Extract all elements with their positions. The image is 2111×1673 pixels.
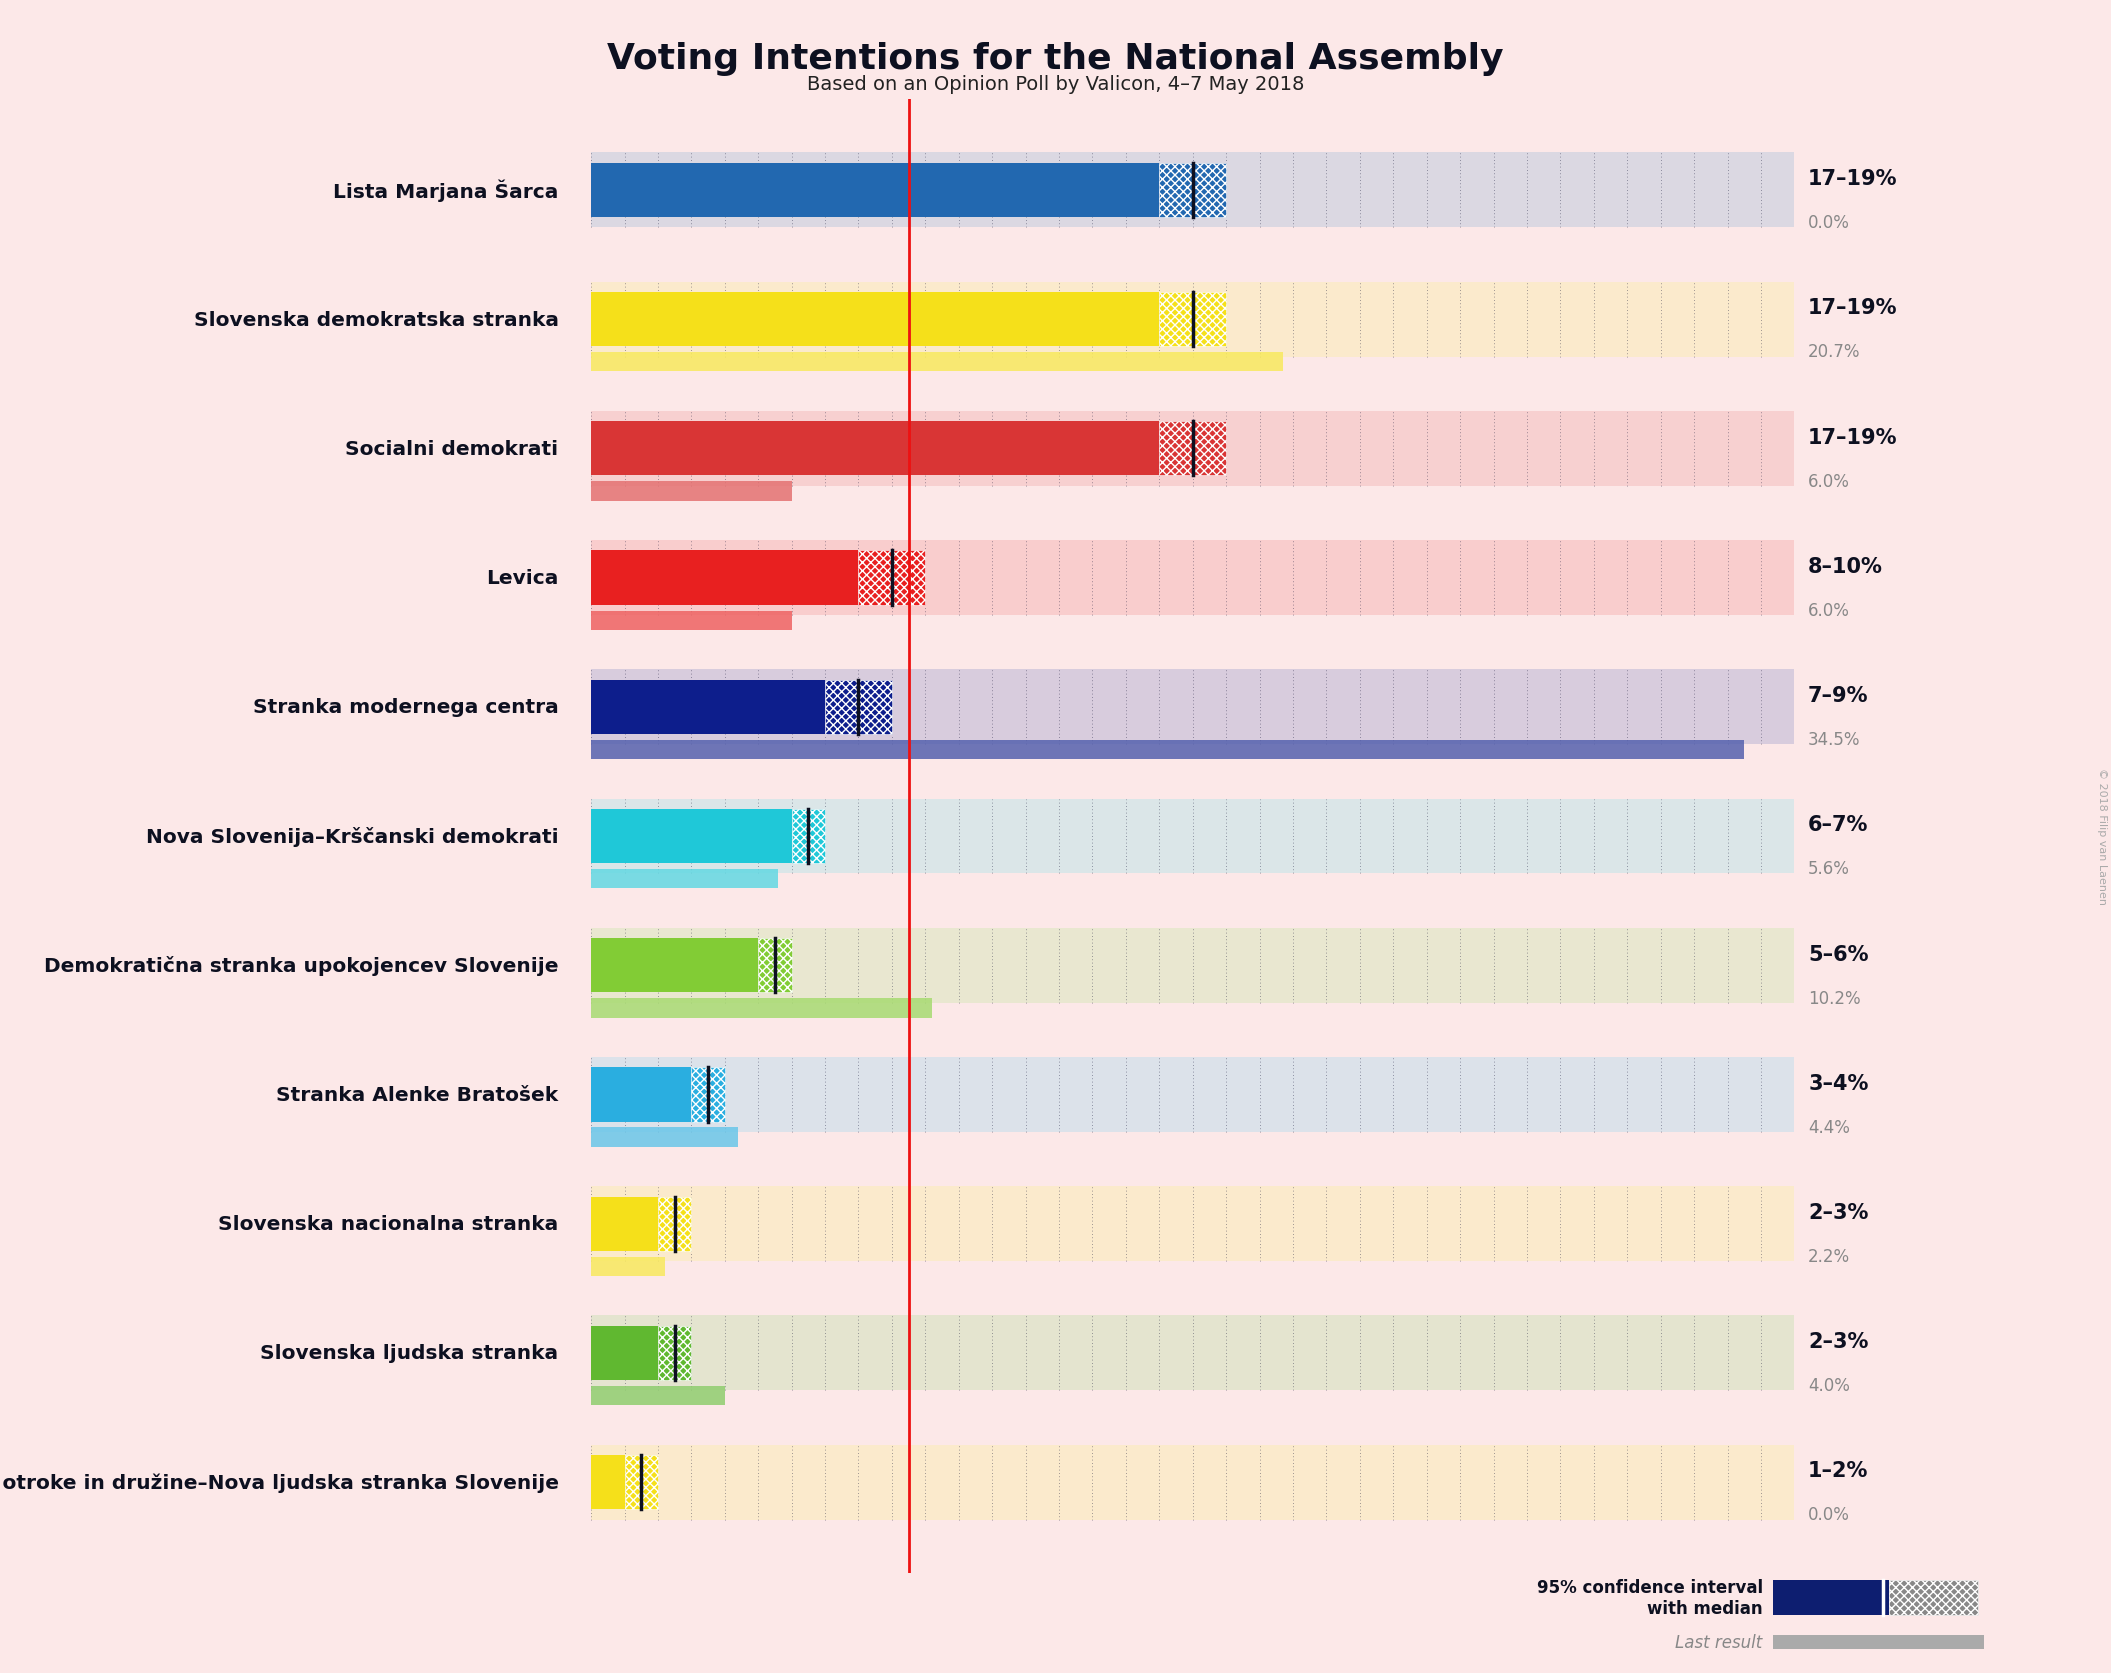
Text: Stranka modernega centra: Stranka modernega centra bbox=[253, 698, 559, 716]
Text: 6.0%: 6.0% bbox=[1807, 602, 1849, 619]
Bar bbox=[859, 550, 925, 606]
Text: 10.2%: 10.2% bbox=[1807, 989, 1860, 1007]
Bar bbox=[591, 739, 1744, 760]
Bar bbox=[591, 669, 1794, 744]
Text: 3–4%: 3–4% bbox=[1807, 1072, 1868, 1092]
Bar bbox=[591, 611, 792, 631]
Bar bbox=[591, 929, 1794, 1004]
Bar bbox=[591, 482, 792, 502]
Text: 17–19%: 17–19% bbox=[1807, 169, 1898, 189]
Bar bbox=[591, 283, 1794, 358]
Text: 34.5%: 34.5% bbox=[1807, 731, 1860, 748]
Text: 8–10%: 8–10% bbox=[1807, 557, 1883, 577]
Bar bbox=[591, 164, 1159, 217]
Text: 6.0%: 6.0% bbox=[1807, 472, 1849, 490]
Text: Nova Slovenija–Krščanski demokrati: Nova Slovenija–Krščanski demokrati bbox=[146, 826, 559, 847]
Text: © 2018 Filip van Laenen: © 2018 Filip van Laenen bbox=[2096, 768, 2107, 905]
Text: 17–19%: 17–19% bbox=[1807, 298, 1898, 318]
Bar bbox=[591, 999, 933, 1017]
Text: 6–7%: 6–7% bbox=[1807, 815, 1868, 835]
Bar bbox=[692, 1067, 724, 1123]
Text: 20.7%: 20.7% bbox=[1807, 343, 1860, 361]
Bar bbox=[1159, 164, 1226, 217]
Text: Voting Intentions for the National Assembly: Voting Intentions for the National Assem… bbox=[608, 42, 1503, 75]
Text: Levica: Levica bbox=[486, 569, 559, 587]
Text: Based on an Opinion Poll by Valicon, 4–7 May 2018: Based on an Opinion Poll by Valicon, 4–7… bbox=[806, 75, 1305, 94]
Text: 0.0%: 0.0% bbox=[1807, 214, 1849, 233]
Text: 95% confidence interval
with median: 95% confidence interval with median bbox=[1537, 1578, 1763, 1618]
Bar bbox=[591, 1128, 739, 1148]
Bar bbox=[591, 810, 792, 863]
Bar bbox=[1159, 293, 1226, 346]
Bar bbox=[591, 540, 1794, 616]
Bar bbox=[591, 870, 779, 888]
Bar bbox=[591, 1186, 1794, 1261]
Text: Glas za otroke in družine–Nova ljudska stranka Slovenije: Glas za otroke in družine–Nova ljudska s… bbox=[0, 1472, 559, 1492]
Text: Slovenska demokratska stranka: Slovenska demokratska stranka bbox=[194, 311, 559, 330]
Bar bbox=[1159, 422, 1226, 477]
Bar bbox=[591, 1327, 659, 1380]
Bar bbox=[591, 1256, 665, 1276]
Text: Lista Marjana Šarca: Lista Marjana Šarca bbox=[334, 179, 559, 202]
Bar bbox=[1773, 1635, 1984, 1650]
Bar bbox=[591, 550, 859, 606]
Text: 1–2%: 1–2% bbox=[1807, 1461, 1868, 1481]
Text: 5.6%: 5.6% bbox=[1807, 860, 1849, 878]
Bar bbox=[591, 1067, 692, 1123]
Bar bbox=[591, 422, 1159, 477]
Bar bbox=[591, 1456, 625, 1509]
Bar bbox=[659, 1327, 692, 1380]
Bar bbox=[758, 939, 792, 992]
Bar bbox=[792, 810, 825, 863]
Bar bbox=[591, 1057, 1794, 1133]
Bar bbox=[591, 154, 1794, 228]
Text: 2–3%: 2–3% bbox=[1807, 1332, 1868, 1352]
Bar bbox=[591, 1315, 1794, 1390]
Bar bbox=[591, 800, 1794, 873]
Bar bbox=[591, 412, 1794, 487]
Bar bbox=[591, 293, 1159, 346]
Bar bbox=[591, 353, 1283, 371]
Bar bbox=[659, 1196, 692, 1251]
Bar bbox=[1773, 1579, 1889, 1616]
Bar bbox=[591, 681, 825, 734]
Text: Socialni demokrati: Socialni demokrati bbox=[346, 440, 559, 458]
Text: Slovenska ljudska stranka: Slovenska ljudska stranka bbox=[260, 1343, 559, 1362]
Bar bbox=[625, 1456, 659, 1509]
Text: Slovenska nacionalna stranka: Slovenska nacionalna stranka bbox=[217, 1215, 559, 1233]
Text: Last result: Last result bbox=[1676, 1633, 1763, 1651]
Text: 4.0%: 4.0% bbox=[1807, 1377, 1849, 1394]
Bar bbox=[591, 1385, 724, 1405]
Bar bbox=[591, 939, 758, 992]
Text: 7–9%: 7–9% bbox=[1807, 686, 1868, 706]
Bar bbox=[825, 681, 893, 734]
Text: 5–6%: 5–6% bbox=[1807, 944, 1868, 964]
Bar bbox=[591, 1196, 659, 1251]
Text: Stranka Alenke Bratošek: Stranka Alenke Bratošek bbox=[277, 1086, 559, 1104]
Text: Demokratična stranka upokojencev Slovenije: Demokratična stranka upokojencev Sloveni… bbox=[44, 955, 559, 975]
Text: 2–3%: 2–3% bbox=[1807, 1203, 1868, 1223]
Text: 0.0%: 0.0% bbox=[1807, 1506, 1849, 1524]
Bar bbox=[591, 1445, 1794, 1519]
Bar bbox=[1889, 1579, 1978, 1616]
Text: 17–19%: 17–19% bbox=[1807, 427, 1898, 447]
Text: 2.2%: 2.2% bbox=[1807, 1248, 1849, 1265]
Text: 4.4%: 4.4% bbox=[1807, 1118, 1849, 1136]
